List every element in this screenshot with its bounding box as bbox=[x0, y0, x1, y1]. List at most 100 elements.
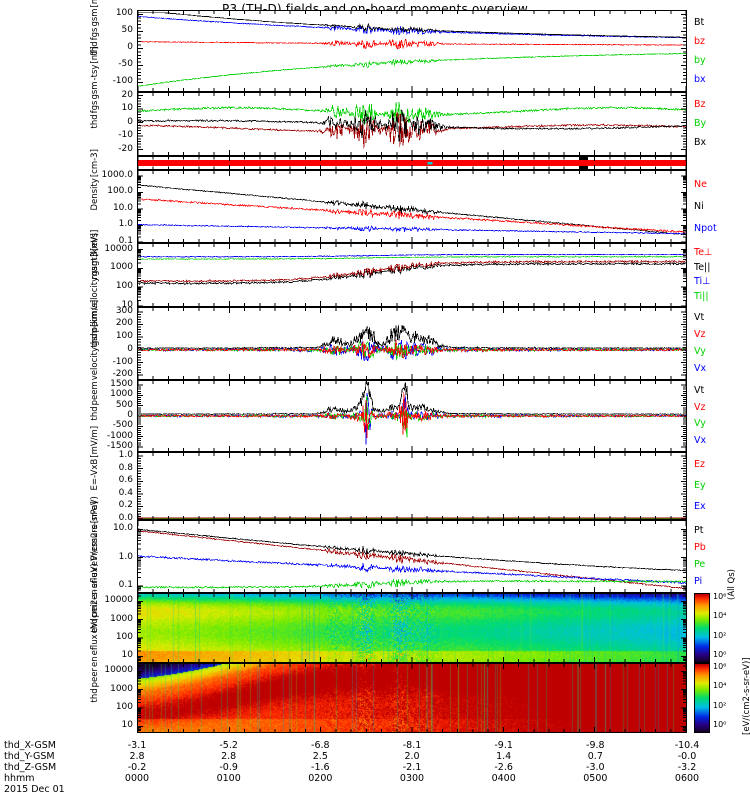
panel-density bbox=[137, 170, 687, 243]
xaxis-value: -0.0 bbox=[677, 751, 697, 762]
xaxis-value: -3.1 bbox=[127, 740, 147, 751]
ylabel-line: eV bbox=[90, 621, 100, 633]
ytick-peir-eflux-1: 1000 bbox=[110, 613, 133, 624]
xaxis-value: 2.8 bbox=[129, 751, 145, 762]
ytick-density-2: 10.0 bbox=[112, 202, 133, 213]
legend-density-ni: Ni bbox=[694, 200, 704, 212]
xaxis-value: -10.4 bbox=[674, 740, 700, 751]
ylabel-line: [mV/m] bbox=[90, 425, 100, 458]
ylabel-line: sr-eV) bbox=[90, 495, 100, 521]
ytick-efield-2: 0.6 bbox=[118, 475, 133, 486]
ylabel-line: thd bbox=[90, 405, 100, 420]
ytick-peim-velocity-5: -200 bbox=[112, 369, 133, 380]
ytick-density-3: 1.0 bbox=[118, 219, 133, 230]
xaxis-row-label-thd-z-gsm: thd_Z-GSM bbox=[4, 762, 57, 773]
peir-colorbar bbox=[694, 593, 710, 663]
xaxis-value: -9.8 bbox=[586, 740, 605, 751]
legend-pressure-pi: Pi bbox=[694, 575, 703, 587]
ytick-efield-4: 0.2 bbox=[118, 500, 133, 511]
legend-peem-velocity-vt: Vt bbox=[694, 385, 705, 397]
xaxis-row-label-thd-y-gsm: thd_Y-GSM bbox=[4, 751, 55, 762]
legend-peem-velocity-vy: Vy bbox=[694, 418, 706, 430]
ylabel-line: sr-eV) bbox=[90, 562, 100, 588]
ytick-fgs-gsm-tsy-1: 10 bbox=[121, 103, 133, 114]
colorbar-tick: 10⁶ bbox=[713, 662, 727, 671]
xaxis-value: -1.6 bbox=[311, 762, 330, 773]
xaxis-value: 0200 bbox=[308, 773, 333, 784]
ytick-density-1: 100.0 bbox=[107, 186, 133, 197]
legend-pressure-pb: Pb bbox=[694, 542, 706, 554]
xaxis-value: 0500 bbox=[583, 773, 608, 784]
xaxis-value: 2.5 bbox=[312, 751, 328, 762]
colorbar-tick: 10⁰ bbox=[713, 650, 727, 659]
ytick-pressure-2: 0.1 bbox=[118, 579, 133, 590]
panel-peir-eflux bbox=[137, 593, 687, 663]
ytick-peer-eflux-2: 100 bbox=[115, 702, 133, 713]
legend-fgs-gsm-by: by bbox=[694, 54, 706, 66]
legend-magt3-te-: Te|| bbox=[694, 261, 711, 273]
legend-efield-ez: Ez bbox=[694, 459, 705, 471]
panel-peim-velocity bbox=[137, 307, 687, 380]
ylabel-line: gsm bbox=[90, 7, 100, 27]
ytick-magt3-2: 100 bbox=[115, 281, 133, 292]
ytick-peir-eflux-3: 10 bbox=[121, 650, 133, 661]
legend-peem-velocity-vz: Vz bbox=[694, 401, 706, 413]
xaxis-value: 0400 bbox=[491, 773, 516, 784]
ylabel-line: [nT] bbox=[90, 45, 100, 64]
colorbar-tick: 10² bbox=[713, 700, 727, 710]
xaxis-value: -9.1 bbox=[494, 740, 513, 751]
ylabel-line: gsm bbox=[90, 80, 100, 100]
panel-efield bbox=[137, 452, 687, 520]
ytick-pressure-0: 10.0 bbox=[112, 523, 133, 534]
ytick-peem-velocity-6: -1500 bbox=[106, 440, 133, 451]
ylabel-line: en bbox=[90, 655, 100, 667]
ylabel-line: thd bbox=[90, 113, 100, 128]
panel-state-bar bbox=[137, 156, 687, 170]
ytick-pressure-1: 1.0 bbox=[118, 551, 133, 562]
colorbar-tick: 10⁰ bbox=[713, 720, 727, 729]
ytick-peim-velocity-1: 200 bbox=[115, 318, 133, 329]
xaxis-value: 0000 bbox=[124, 773, 150, 784]
panel-pressure bbox=[137, 520, 687, 593]
legend-fgs-gsm-bz: bz bbox=[694, 35, 706, 47]
legend-magt3-ti-: Ti|| bbox=[694, 290, 709, 302]
xaxis-value: 0600 bbox=[674, 773, 700, 784]
ytick-fgs-gsm-0: 100 bbox=[115, 8, 133, 19]
ytick-peer-eflux-1: 1000 bbox=[110, 683, 133, 694]
legend-fgs-gsm-bx: bx bbox=[694, 73, 706, 85]
legend-peim-velocity-vz: Vz bbox=[694, 329, 706, 341]
ylabel-line: velocity bbox=[90, 346, 100, 380]
xaxis-value: 2.0 bbox=[404, 751, 420, 762]
xaxis-value: -8.1 bbox=[402, 740, 422, 751]
legend-peem-velocity-vx: Vx bbox=[694, 434, 707, 446]
ylabel-line: [nT] bbox=[90, 0, 100, 7]
xaxis-date: 2015 Dec 01 bbox=[4, 784, 65, 795]
ytick-magt3-3: 10 bbox=[121, 300, 133, 310]
xaxis-value: 0100 bbox=[216, 773, 241, 784]
ytick-peem-velocity-0: 1500 bbox=[110, 379, 133, 390]
xaxis-value: 1.4 bbox=[496, 751, 512, 762]
legend-peim-velocity-vt: Vt bbox=[694, 312, 705, 324]
ytick-peem-velocity-3: 0 bbox=[127, 410, 133, 420]
peer-colorbar bbox=[694, 663, 710, 733]
ylabel-line: -tsy bbox=[90, 64, 100, 80]
ylabel-line: fgs bbox=[90, 100, 100, 113]
legend-efield-ex: Ex bbox=[694, 500, 706, 512]
ylabel-line: peem bbox=[90, 380, 100, 405]
panel-fgs-gsm-tsy bbox=[137, 92, 687, 156]
ytick-magt3-0: 10000 bbox=[104, 243, 133, 254]
ytick-fgs-gsm-tsy-2: 0 bbox=[127, 116, 133, 127]
legend-fgs-gsm-tsy-bx: Bx bbox=[694, 137, 707, 149]
xaxis-value: -3.2 bbox=[677, 762, 697, 773]
ytick-peim-velocity-0: 300 bbox=[115, 305, 133, 316]
ylabel-line: [cm-3] bbox=[90, 149, 100, 178]
ytick-efield-5: 0.0 bbox=[118, 513, 133, 523]
colorbar-quality-label: (All Qs) bbox=[727, 569, 737, 600]
xaxis-value: -2.1 bbox=[402, 762, 422, 773]
ytick-peem-velocity-2: 500 bbox=[115, 399, 133, 410]
ytick-peem-velocity-4: -500 bbox=[112, 420, 133, 431]
ylabel-line: [km/s] bbox=[90, 299, 100, 327]
colorbar-tick: 10⁴ bbox=[713, 611, 727, 621]
xaxis-value: 2.8 bbox=[221, 751, 237, 762]
